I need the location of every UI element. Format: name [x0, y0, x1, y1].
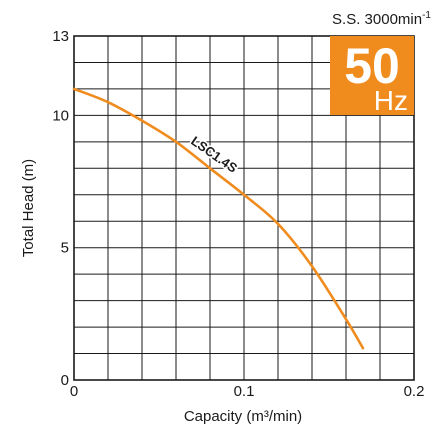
speed-label-superscript: -1 — [422, 10, 431, 21]
y-axis-title: Total Head (m) — [20, 159, 37, 257]
y-tick-label: 0 — [61, 372, 69, 389]
y-tick-label: 10 — [52, 107, 69, 124]
x-tick-label: 0 — [70, 383, 78, 400]
x-tick-label: 0.2 — [404, 383, 425, 400]
speed-label-main: S.S. 3000min — [332, 11, 422, 28]
series-label-lsc1-4s: LSC1.4S — [188, 133, 240, 176]
x-tick-label: 0.1 — [234, 383, 255, 400]
plot-frame — [73, 35, 415, 381]
frequency-badge: 50 Hz — [330, 36, 414, 116]
frequency-badge-value: 50 — [344, 38, 400, 94]
x-axis-title: Capacity (m³/min) — [184, 408, 302, 425]
frequency-badge-background — [330, 36, 414, 115]
series-line-lsc1-4s — [72, 87, 365, 350]
y-tick-label: 5 — [61, 240, 69, 257]
speed-label: S.S. 3000min-1 — [332, 10, 431, 28]
y-axis-ticks: 0 5 10 13 — [52, 28, 69, 389]
frequency-badge-unit: Hz — [374, 85, 408, 116]
y-tick-label: 13 — [52, 28, 69, 45]
x-axis-ticks: 0 0.1 0.2 — [70, 383, 425, 400]
chart-grid — [74, 36, 414, 380]
